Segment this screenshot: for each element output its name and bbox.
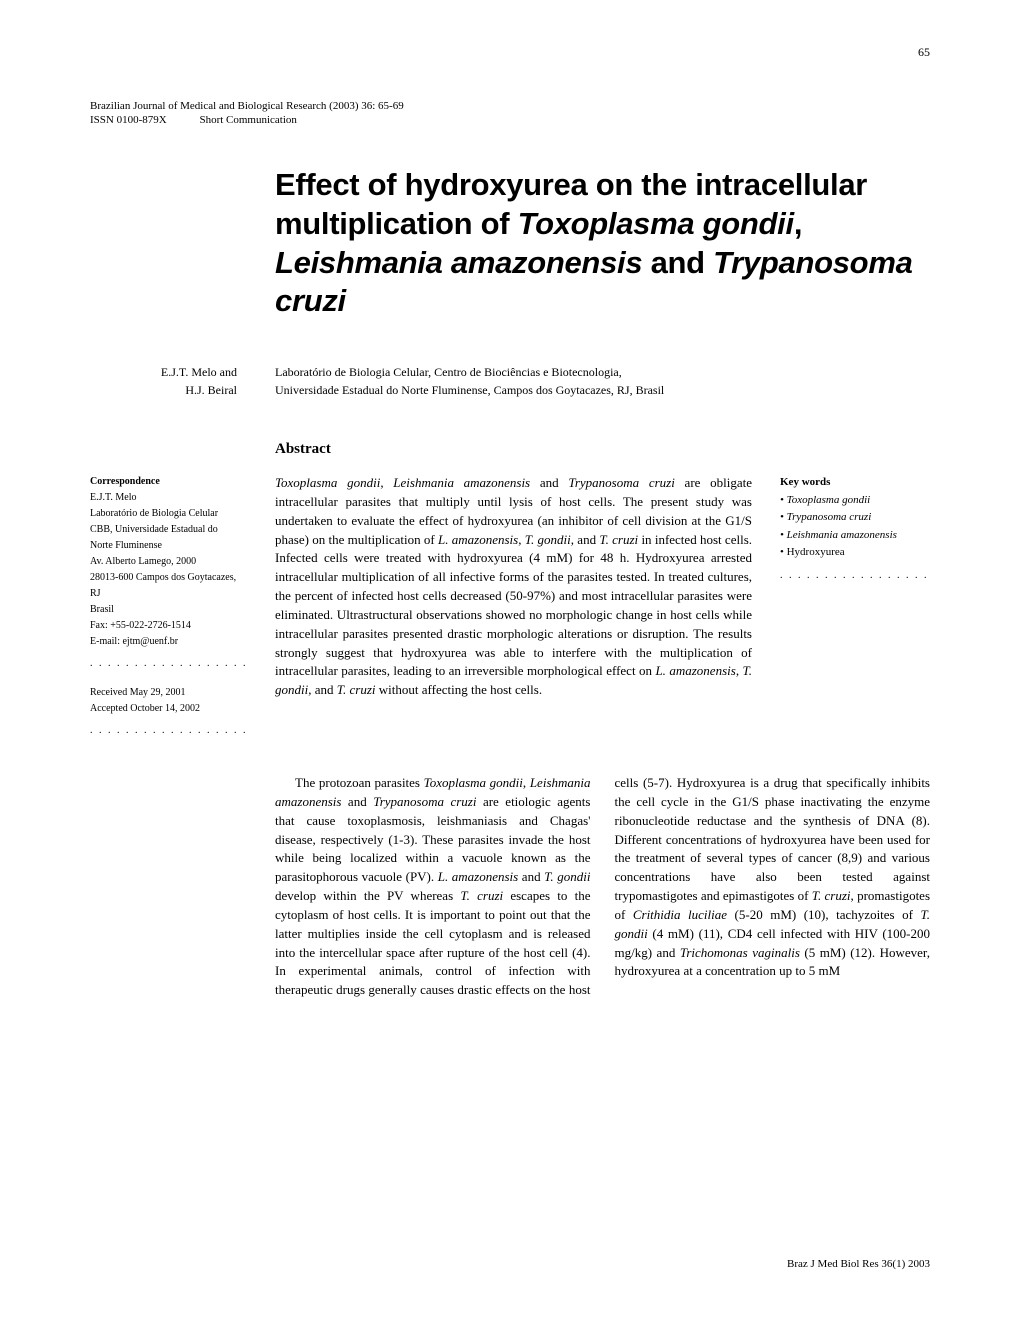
title-segment: ,	[794, 206, 802, 241]
body-italic: Crithidia luciliae	[633, 907, 727, 922]
abstract-italic: Trypanosoma cruzi	[568, 475, 675, 490]
body-italic: Trypanosoma cruzi	[373, 794, 476, 809]
body-span: ,	[523, 775, 530, 790]
correspondence-fax: Fax: +55-022-2726-1514	[90, 618, 247, 634]
abstract-span: ,	[736, 663, 743, 678]
body-span: and	[518, 869, 544, 884]
abstract-text: Toxoplasma gondii, Leishmania amazonensi…	[275, 474, 780, 740]
abstract-block: Correspondence E.J.T. Melo Laboratório d…	[90, 474, 930, 740]
correspondence-line: CBB, Universidade Estadual do	[90, 522, 247, 538]
received-date: Received May 29, 2001	[90, 685, 247, 701]
correspondence-line: 28013-600 Campos dos Goytacazes, RJ	[90, 570, 247, 602]
authors-affiliation-block: E.J.T. Melo and H.J. Beiral Laboratório …	[90, 363, 930, 399]
title-segment-italic: Toxoplasma gondii	[518, 206, 794, 241]
abstract-italic: L. amazonensis	[438, 532, 518, 547]
body-italic: T. gondii	[544, 869, 590, 884]
abstract-heading: Abstract	[275, 441, 930, 458]
correspondence-line: Norte Fluminense	[90, 538, 247, 554]
abstract-italic: T. gondii	[525, 532, 571, 547]
body-span: (5-20 mM) (10), tachyzoites of	[727, 907, 920, 922]
body-italic: L. amazonensis	[438, 869, 519, 884]
accepted-date: Accepted October 14, 2002	[90, 701, 247, 717]
abstract-span: ,	[380, 475, 393, 490]
title-segment-italic: Leishmania amazonensis	[275, 245, 642, 280]
abstract-italic: Toxoplasma gondii	[275, 475, 380, 490]
journal-reference: Brazilian Journal of Medical and Biologi…	[90, 100, 930, 112]
abstract-span: and	[530, 475, 568, 490]
correspondence-line: Av. Alberto Lamego, 2000	[90, 554, 247, 570]
body-text: The protozoan parasites Toxoplasma gondi…	[275, 774, 930, 1000]
dotted-separator: . . . . . . . . . . . . . . . . . . . .	[90, 656, 247, 667]
body-italic: T. cruzi	[812, 888, 851, 903]
title-segment: and	[642, 245, 713, 280]
communication-type: Short Communication	[199, 114, 296, 126]
keywords-label: Key words	[780, 474, 930, 492]
abstract-italic: L. amazonensis	[655, 663, 735, 678]
keyword-item: Leishmania amazonensis	[780, 527, 930, 545]
body-span: develop within the PV whereas	[275, 888, 460, 903]
body-italic: Trichomonas vaginalis	[680, 945, 800, 960]
issn-value: ISSN 0100-879X	[90, 114, 167, 126]
affiliation-line: Universidade Estadual do Norte Fluminens…	[275, 381, 930, 399]
correspondence-name: E.J.T. Melo	[90, 490, 247, 506]
body-span: The protozoan parasites	[295, 775, 424, 790]
page-number: 65	[918, 45, 930, 60]
authors: E.J.T. Melo and H.J. Beiral	[90, 363, 275, 399]
body-italic: Toxoplasma gondii	[424, 775, 523, 790]
correspondence-email: E-mail: ejtm@uenf.br	[90, 634, 247, 650]
correspondence-label: Correspondence	[90, 474, 247, 490]
author-line: E.J.T. Melo and	[90, 363, 237, 381]
abstract-italic: T. cruzi	[599, 532, 638, 547]
correspondence-sidebar: Correspondence E.J.T. Melo Laboratório d…	[90, 474, 275, 740]
abstract-span: in infected host cells. Infected cells w…	[275, 532, 752, 679]
body-span: and	[341, 794, 373, 809]
body-paragraph: The protozoan parasites Toxoplasma gondi…	[275, 774, 930, 1000]
affiliation: Laboratório de Biologia Celular, Centro …	[275, 363, 930, 399]
abstract-span: without affecting the host cells.	[376, 682, 543, 697]
correspondence-line: Brasil	[90, 602, 247, 618]
footer-citation: Braz J Med Biol Res 36(1) 2003	[787, 1258, 930, 1270]
keywords-list: Toxoplasma gondii Trypanosoma cruzi Leis…	[780, 492, 930, 562]
affiliation-line: Laboratório de Biologia Celular, Centro …	[275, 363, 930, 381]
abstract-italic: T. cruzi	[337, 682, 376, 697]
author-line: H.J. Beiral	[90, 381, 237, 399]
keywords-sidebar: Key words Toxoplasma gondii Trypanosoma …	[780, 474, 930, 740]
article-title: Effect of hydroxyurea on the intracellul…	[275, 166, 930, 321]
issn-line: ISSN 0100-879X Short Communication	[90, 114, 930, 126]
correspondence-line: Laboratório de Biologia Celular	[90, 506, 247, 522]
keyword-item: Trypanosoma cruzi	[780, 509, 930, 527]
abstract-span: , and	[308, 682, 337, 697]
dotted-separator: . . . . . . . . . . . . . . . . . . . .	[90, 723, 247, 734]
keyword-item: Hydroxyurea	[780, 544, 930, 562]
dotted-separator: . . . . . . . . . . . . . . . . . .	[780, 568, 930, 579]
keyword-item: Toxoplasma gondii	[780, 492, 930, 510]
abstract-italic: Leishmania amazonensis	[393, 475, 530, 490]
body-italic: T. cruzi	[460, 888, 503, 903]
abstract-span: , and	[571, 532, 600, 547]
